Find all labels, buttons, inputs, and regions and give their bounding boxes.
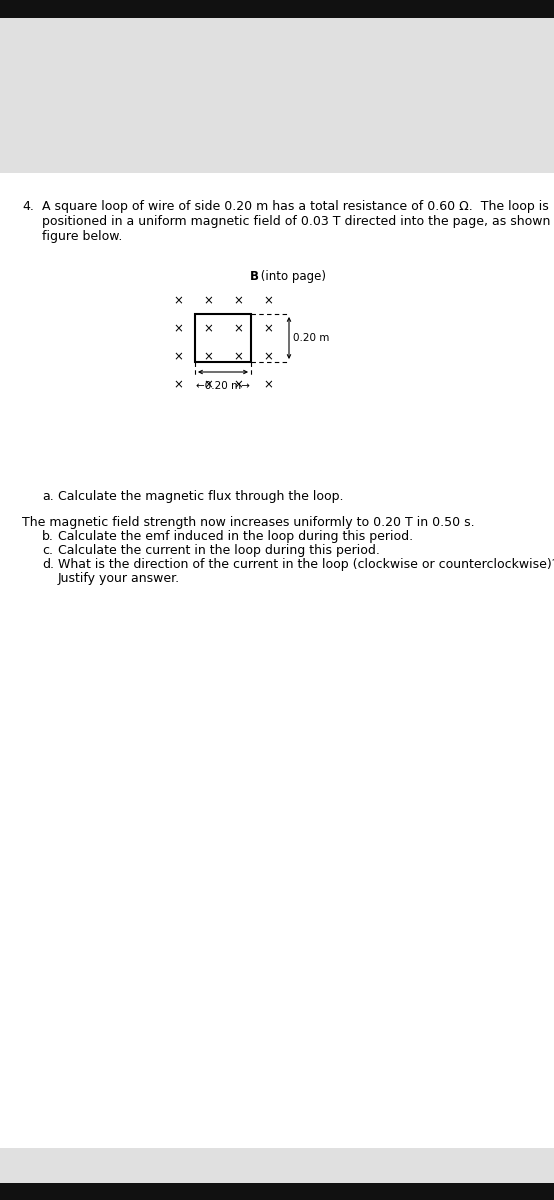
Text: ×: × — [203, 294, 213, 307]
Text: ←0.20 m→: ←0.20 m→ — [196, 382, 250, 391]
Text: a.: a. — [42, 490, 54, 503]
Text: ×: × — [263, 378, 273, 391]
Bar — [0, 18, 554, 173]
Text: ×: × — [203, 350, 213, 362]
Text: ×: × — [233, 294, 243, 307]
Text: 4.: 4. — [22, 200, 34, 214]
Text: Calculate the emf induced in the loop during this period.: Calculate the emf induced in the loop du… — [58, 530, 413, 542]
Text: ×: × — [233, 378, 243, 391]
Text: ×: × — [203, 378, 213, 391]
Text: What is the direction of the current in the loop (clockwise or counterclockwise): What is the direction of the current in … — [58, 558, 554, 571]
Text: ×: × — [263, 294, 273, 307]
Text: figure below.: figure below. — [42, 230, 122, 242]
Text: Calculate the current in the loop during this period.: Calculate the current in the loop during… — [58, 544, 380, 557]
Text: B: B — [250, 270, 259, 283]
Text: d.: d. — [42, 558, 54, 571]
Text: Justify your answer.: Justify your answer. — [58, 572, 180, 584]
Text: ×: × — [173, 322, 183, 335]
Text: (into page): (into page) — [257, 270, 326, 283]
Bar — [0, 173, 554, 1148]
Text: c.: c. — [42, 544, 53, 557]
Text: A square loop of wire of side 0.20 m has a total resistance of 0.60 Ω.  The loop: A square loop of wire of side 0.20 m has… — [42, 200, 549, 214]
Text: b.: b. — [42, 530, 54, 542]
Text: ×: × — [173, 378, 183, 391]
Bar — [195, 314, 251, 362]
Text: 0.20 m: 0.20 m — [293, 332, 330, 343]
Text: ×: × — [263, 350, 273, 362]
Bar — [0, 1148, 554, 1183]
Bar — [0, 0, 554, 18]
Text: ×: × — [233, 322, 243, 335]
Text: Calculate the magnetic flux through the loop.: Calculate the magnetic flux through the … — [58, 490, 343, 503]
Text: The magnetic field strength now increases uniformly to 0.20 T in 0.50 s.: The magnetic field strength now increase… — [22, 516, 475, 529]
Text: positioned in a uniform magnetic field of 0.03 T directed into the page, as show: positioned in a uniform magnetic field o… — [42, 215, 554, 228]
Text: ×: × — [233, 350, 243, 362]
Text: ×: × — [173, 350, 183, 362]
Bar — [0, 1183, 554, 1200]
Text: ×: × — [203, 322, 213, 335]
Text: ×: × — [173, 294, 183, 307]
Text: ×: × — [263, 322, 273, 335]
